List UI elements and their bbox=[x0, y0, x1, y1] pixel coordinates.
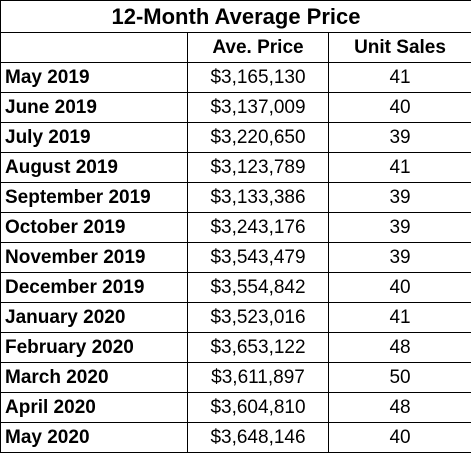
month-cell: June 2019 bbox=[1, 93, 188, 123]
month-cell: May 2019 bbox=[1, 63, 188, 93]
unit-sales-cell: 39 bbox=[329, 213, 471, 243]
unit-sales-cell: 41 bbox=[329, 63, 471, 93]
price-cell: $3,653,122 bbox=[188, 333, 329, 363]
unit-sales-cell: 39 bbox=[329, 123, 471, 153]
month-cell: February 2020 bbox=[1, 333, 188, 363]
month-cell: August 2019 bbox=[1, 153, 188, 183]
month-cell: January 2020 bbox=[1, 303, 188, 333]
header-unit-sales: Unit Sales bbox=[329, 33, 471, 63]
unit-sales-cell: 39 bbox=[329, 243, 471, 273]
table-title-row: 12-Month Average Price bbox=[1, 1, 471, 33]
table-header-row: Ave. Price Unit Sales bbox=[1, 33, 471, 63]
price-cell: $3,220,650 bbox=[188, 123, 329, 153]
price-cell: $3,123,789 bbox=[188, 153, 329, 183]
price-cell: $3,611,897 bbox=[188, 363, 329, 393]
month-cell: December 2019 bbox=[1, 273, 188, 303]
unit-sales-cell: 40 bbox=[329, 273, 471, 303]
unit-sales-cell: 48 bbox=[329, 393, 471, 423]
price-cell: $3,133,386 bbox=[188, 183, 329, 213]
unit-sales-cell: 39 bbox=[329, 183, 471, 213]
unit-sales-cell: 48 bbox=[329, 333, 471, 363]
header-month bbox=[1, 33, 188, 63]
unit-sales-cell: 41 bbox=[329, 153, 471, 183]
month-cell: April 2020 bbox=[1, 393, 188, 423]
price-cell: $3,243,176 bbox=[188, 213, 329, 243]
unit-sales-cell: 41 bbox=[329, 303, 471, 333]
month-cell: May 2020 bbox=[1, 423, 188, 453]
month-cell: October 2019 bbox=[1, 213, 188, 243]
price-cell: $3,543,479 bbox=[188, 243, 329, 273]
price-cell: $3,137,009 bbox=[188, 93, 329, 123]
month-cell: March 2020 bbox=[1, 363, 188, 393]
month-cell: July 2019 bbox=[1, 123, 188, 153]
header-ave-price: Ave. Price bbox=[188, 33, 329, 63]
table-title: 12-Month Average Price bbox=[1, 1, 471, 33]
price-cell: $3,554,842 bbox=[188, 273, 329, 303]
unit-sales-cell: 50 bbox=[329, 363, 471, 393]
price-cell: $3,523,016 bbox=[188, 303, 329, 333]
unit-sales-cell: 40 bbox=[329, 423, 471, 453]
unit-sales-cell: 40 bbox=[329, 93, 471, 123]
price-cell: $3,165,130 bbox=[188, 63, 329, 93]
month-cell: November 2019 bbox=[1, 243, 188, 273]
price-cell: $3,648,146 bbox=[188, 423, 329, 453]
price-cell: $3,604,810 bbox=[188, 393, 329, 423]
month-cell: September 2019 bbox=[1, 183, 188, 213]
